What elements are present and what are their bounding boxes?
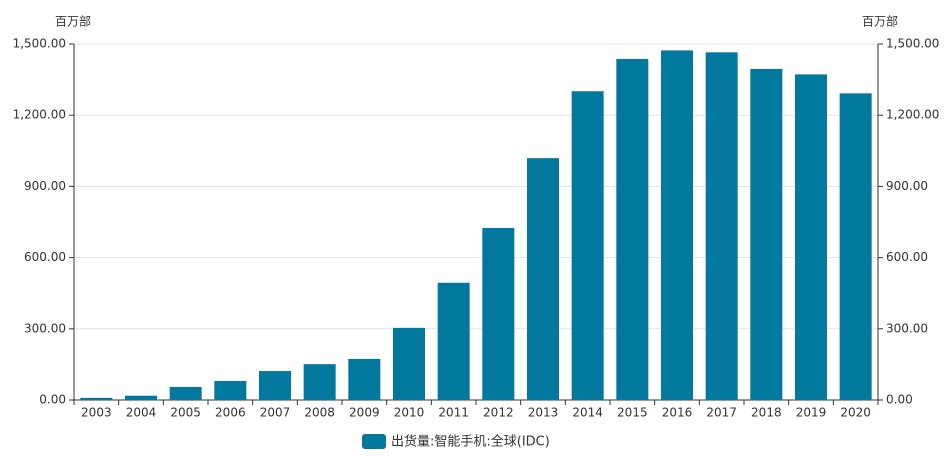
y2-tick-label: 600.00 [886,250,928,264]
x-tick-label: 2004 [126,406,157,420]
bar [303,364,336,400]
legend-swatch [362,434,386,449]
y2-tick-label: 1,500.00 [886,37,939,51]
y-axis-unit: 百万部 [55,14,91,29]
bar [80,397,113,400]
x-tick-label: 2010 [394,406,425,420]
bar [705,52,738,400]
bar [437,282,470,400]
y2-tick-label: 900.00 [886,179,928,193]
y-tick-label: 600.00 [24,250,66,264]
y2-tick-label: 300.00 [886,321,928,335]
bar [571,91,604,400]
x-tick-label: 2012 [483,406,514,420]
x-tick-label: 2011 [438,406,469,420]
x-tick-label: 2016 [662,406,693,420]
bar [661,50,693,401]
bar [616,58,649,401]
x-tick-label: 2007 [260,406,291,420]
x-tick-label: 2015 [617,406,648,420]
bar [839,93,872,401]
bar [750,68,783,401]
bar [795,74,827,401]
x-tick-label: 2003 [81,406,112,420]
y2-tick-label: 1,200.00 [886,108,939,122]
x-tick-label: 2009 [349,406,380,420]
x-tick-label: 2018 [751,406,782,420]
y-tick-label: 0.00 [39,393,66,407]
y-tick-label: 1,500.00 [13,37,66,51]
bar [527,158,559,400]
bar [214,381,247,400]
y2-axis-unit: 百万部 [862,14,898,29]
x-tick-label: 2013 [528,406,559,420]
x-tick-label: 2005 [170,406,201,420]
bar [348,358,381,400]
y-tick-label: 900.00 [24,179,66,193]
x-tick-label: 2006 [215,406,246,420]
bar [125,395,157,400]
bar [393,327,425,400]
bar [169,386,202,400]
y-tick-label: 300.00 [24,321,66,335]
x-tick-label: 2020 [840,406,871,420]
y2-tick-label: 0.00 [886,393,913,407]
bar [482,227,515,400]
x-tick-label: 2019 [796,406,827,420]
x-tick-label: 2017 [706,406,737,420]
x-tick-label: 2014 [572,406,603,420]
y-tick-label: 1,200.00 [13,108,66,122]
legend-label: 出货量:智能手机:全球(IDC) [391,434,550,450]
x-tick-label: 2008 [304,406,335,420]
bar [259,371,291,400]
